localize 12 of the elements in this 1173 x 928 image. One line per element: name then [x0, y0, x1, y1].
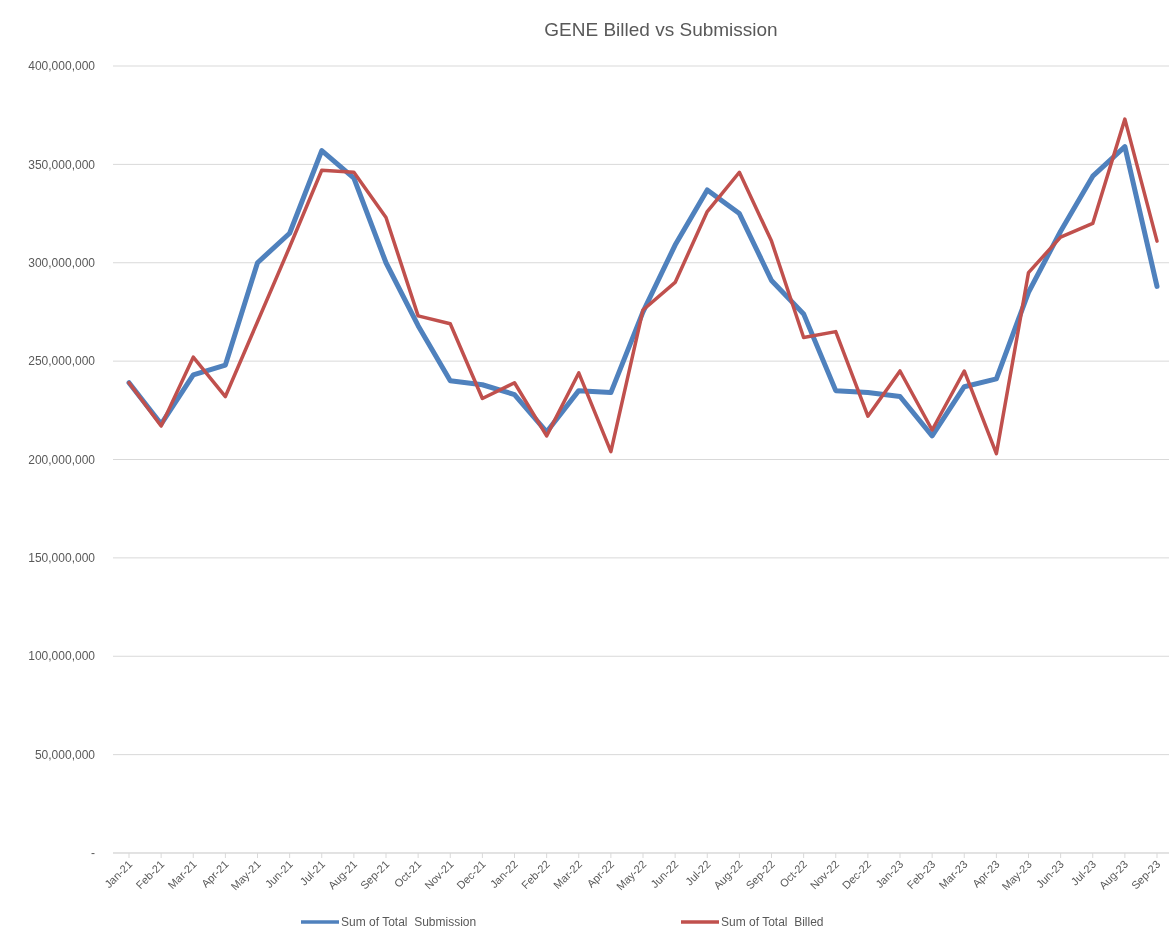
y-tick-label: 150,000,000	[28, 551, 96, 566]
legend-label: Sum of Total_Submission	[341, 915, 477, 928]
y-tick-label: 300,000,000	[28, 255, 96, 270]
y-tick-label: 400,000,000	[28, 59, 96, 74]
y-tick-label: -	[91, 846, 95, 861]
chart-title: GENE Billed vs Submission	[544, 19, 778, 40]
y-tick-label: 350,000,000	[28, 157, 96, 172]
y-tick-label: 50,000,000	[34, 747, 96, 762]
y-tick-label: 250,000,000	[28, 354, 96, 369]
y-tick-label: 200,000,000	[28, 452, 96, 467]
legend-label: Sum of Total_Billed	[721, 915, 824, 928]
y-tick-label: 100,000,000	[28, 649, 96, 664]
